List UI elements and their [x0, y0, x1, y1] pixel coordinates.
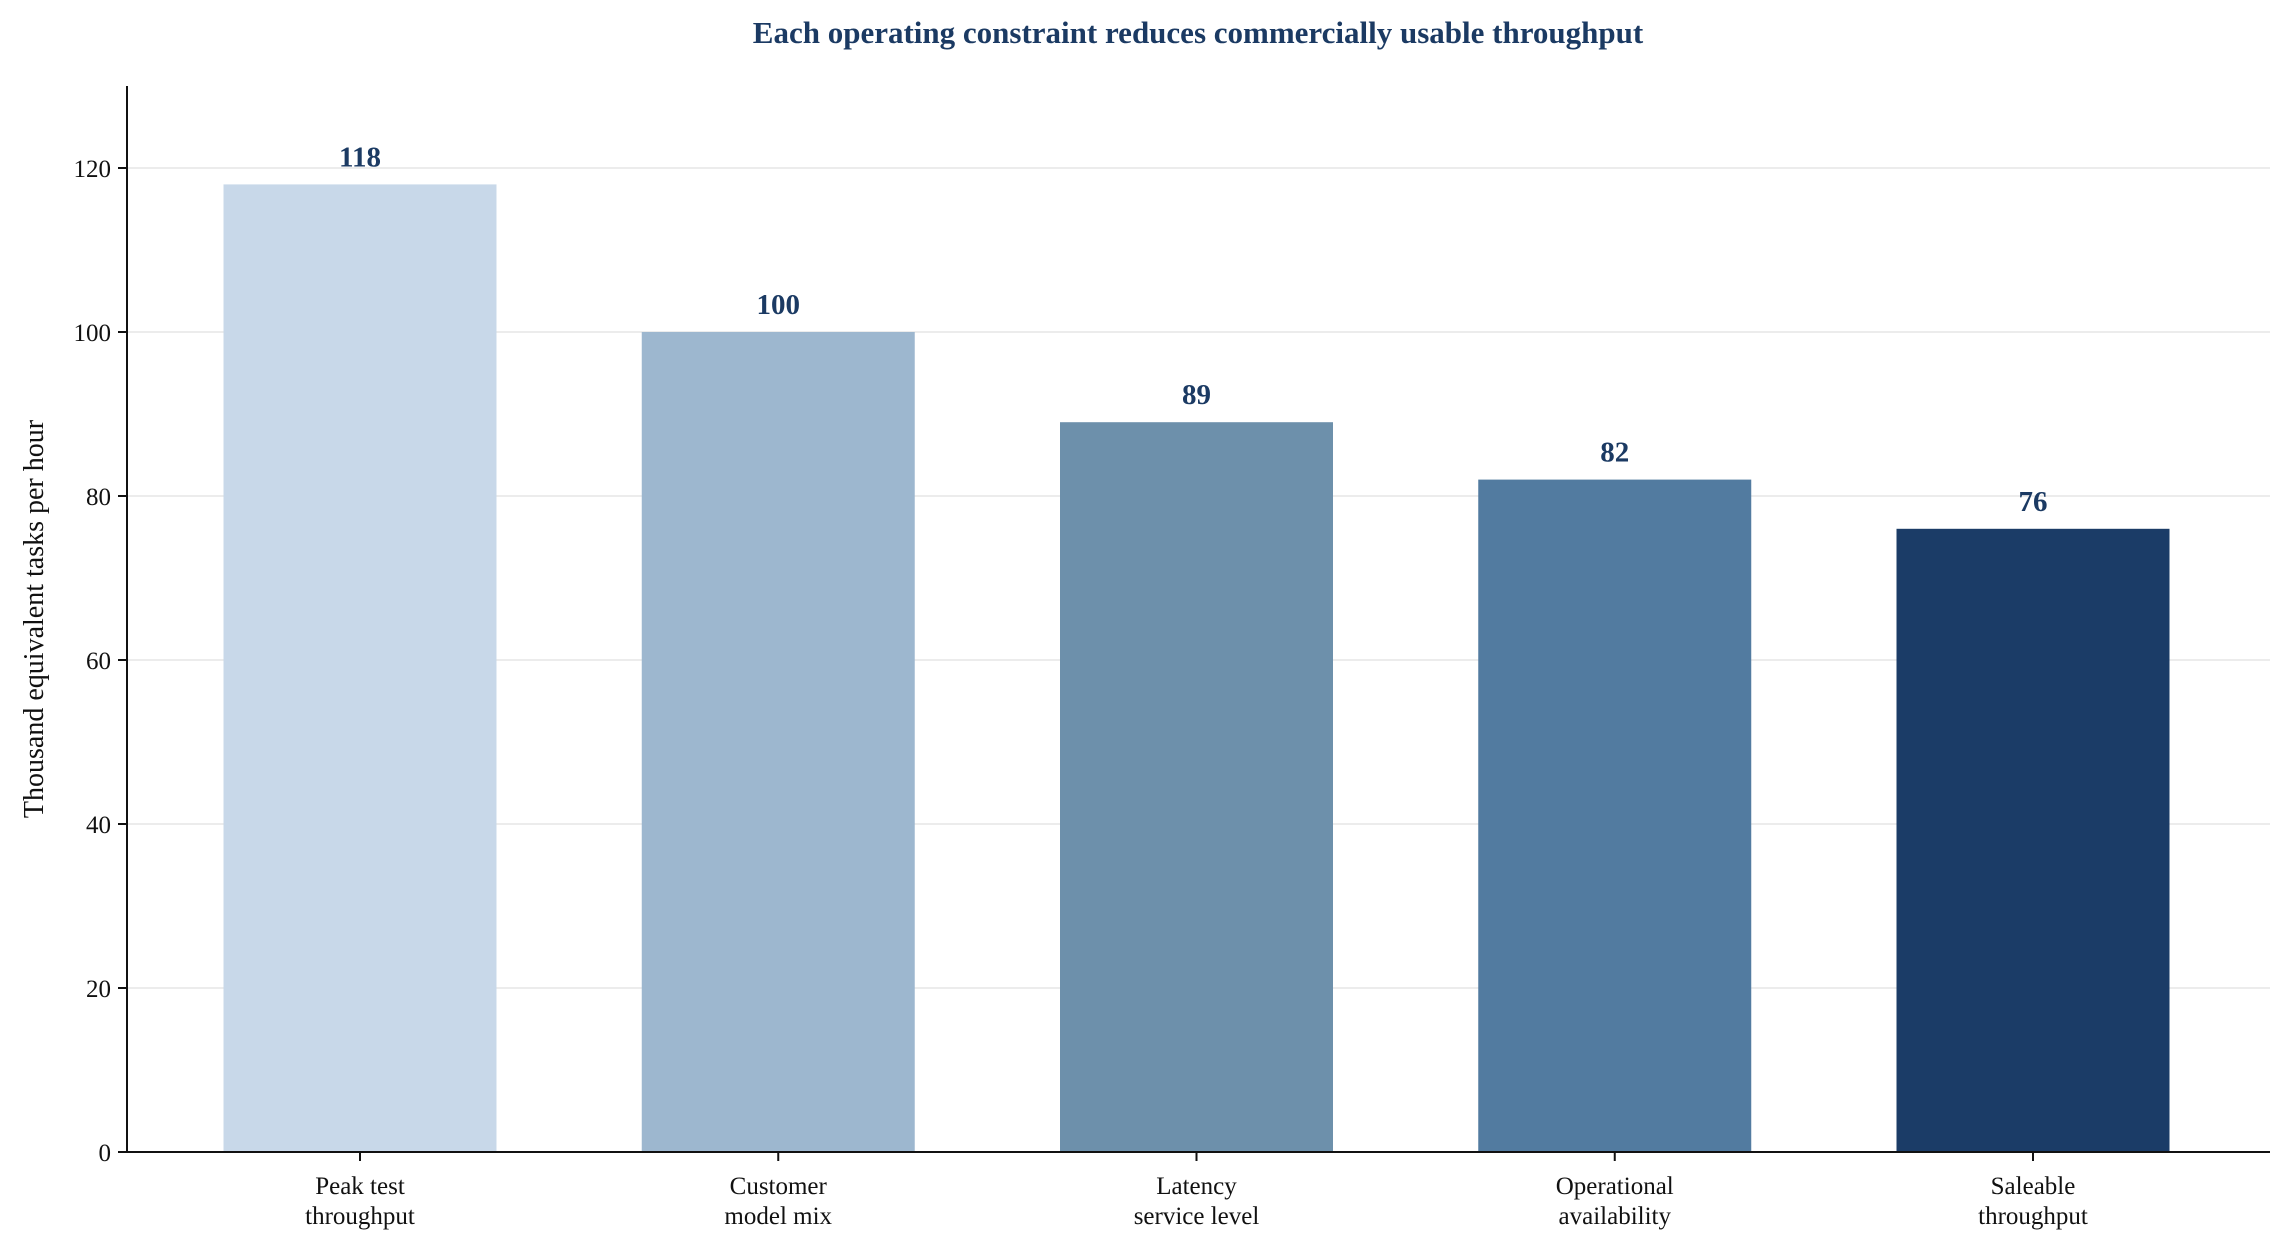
y-tick-label: 0	[99, 1140, 112, 1167]
y-tick-label: 40	[86, 812, 111, 839]
x-tick-label: Customer model mix	[724, 1173, 832, 1230]
bar-value-label: 100	[757, 289, 801, 321]
y-tick-label: 60	[86, 648, 111, 675]
y-tick-labels: 0 20 40 60 80 100 120	[74, 156, 127, 1167]
x-tick-label: Peak test throughput	[305, 1173, 415, 1230]
y-tick-label: 80	[86, 484, 111, 511]
bar	[1896, 528, 2170, 1152]
axes	[126, 86, 2270, 1153]
bar-value-label: 118	[339, 141, 381, 173]
x-tick-label: Saleable throughput	[1978, 1173, 2088, 1230]
bar	[1060, 422, 1333, 1152]
x-tick-label: Latency service level	[1134, 1173, 1260, 1230]
y-tick-label: 120	[74, 156, 112, 183]
y-axis-title: Thousand equivalent tasks per hour	[19, 419, 50, 818]
x-tick-labels: Peak test throughput Customer model mix Late…	[305, 1152, 2088, 1230]
bar	[223, 184, 497, 1152]
bars	[223, 184, 2170, 1153]
bar-value-label: 89	[1182, 379, 1211, 411]
y-tick-label: 100	[74, 320, 112, 347]
bar-value-label: 82	[1600, 437, 1629, 469]
chart-title: Each operating constraint reduces commer…	[753, 15, 1644, 50]
x-tick-label: Operational availability	[1556, 1173, 1674, 1230]
bar-value-label: 76	[2019, 486, 2048, 518]
bar	[1478, 479, 1752, 1153]
value-labels: 118 100 89 82 76	[339, 141, 2047, 517]
bar	[641, 332, 915, 1152]
y-tick-label: 20	[86, 976, 111, 1003]
